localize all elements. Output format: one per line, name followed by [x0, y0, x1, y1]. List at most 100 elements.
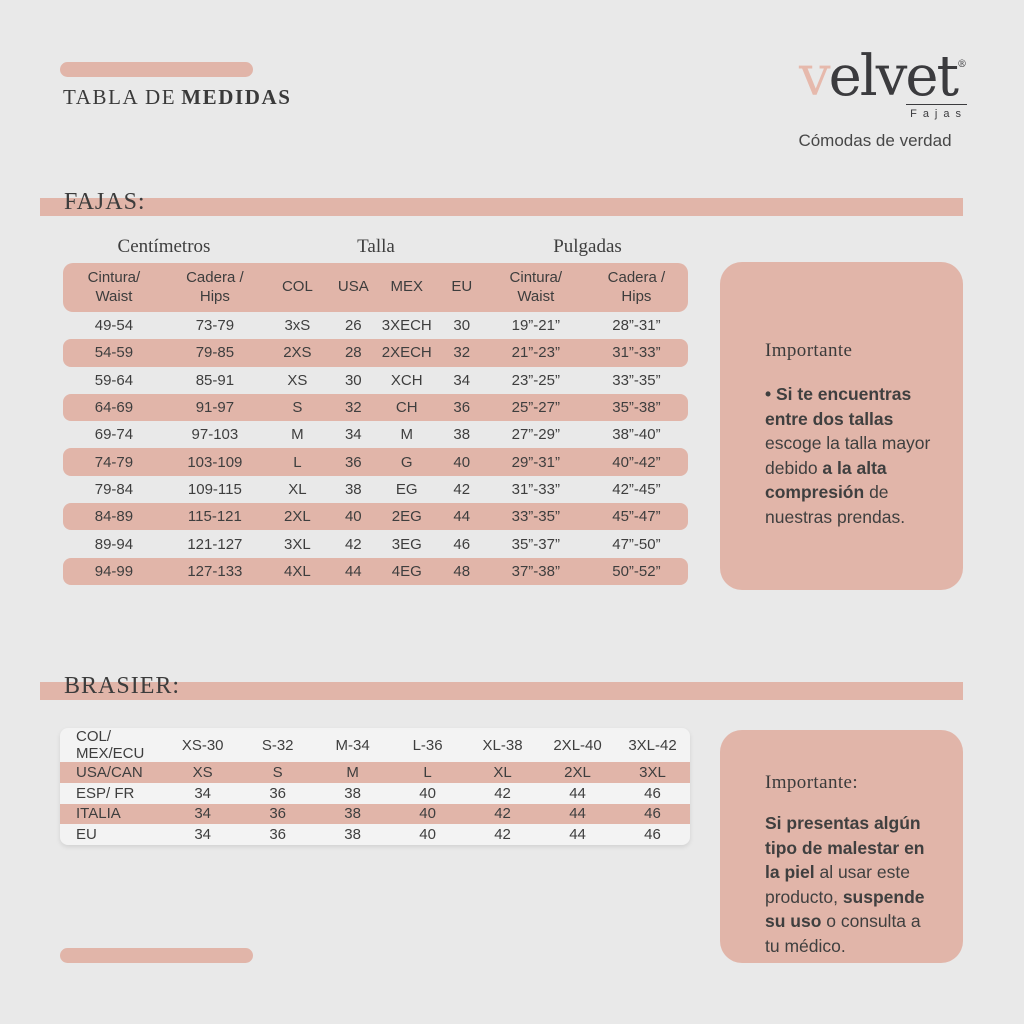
table-cell: 42 — [344, 535, 362, 553]
note-text-segment: suspende su uso — [765, 886, 925, 932]
table-cell: M — [400, 426, 414, 444]
table-cell: 46 — [453, 535, 471, 553]
table-cell: 3EG — [391, 535, 422, 553]
note-text-segment: al usar este producto, — [765, 862, 910, 907]
table-cell: 31”-33” — [612, 344, 661, 362]
table-cell: 103-109 — [187, 453, 243, 471]
table-cell: XS — [287, 371, 308, 389]
table-cell: 36 — [269, 805, 286, 823]
table-cell: 33”-35” — [612, 371, 661, 389]
fajas-header-cell: COL — [281, 278, 313, 296]
fajas-section-label: FAJAS: — [64, 189, 146, 215]
table-cell: 34 — [453, 371, 471, 389]
fajas-table-row: 59-64 85-91 XS 30 XCH 34 23”-25” 33”-35” — [63, 367, 688, 394]
table-cell: 49-54 — [94, 317, 134, 335]
note-text-segment: Si presentas algún tipo de malestar en l… — [765, 813, 925, 882]
table-cell: 23”-25” — [511, 371, 560, 389]
table-cell: 34 — [344, 426, 362, 444]
table-cell: 46 — [644, 805, 661, 823]
table-cell: 3XL — [639, 763, 666, 781]
fajas-table-row: 49-54 73-79 3xS 26 3XECH 30 19”-21” 28”-31” — [63, 312, 688, 339]
table-cell: 31”-33” — [511, 480, 560, 498]
table-cell: 59-64 — [94, 371, 134, 389]
table-cell: 2XECH — [381, 344, 432, 362]
table-cell: 38 — [344, 784, 361, 802]
table-cell: 21”-23” — [511, 344, 560, 362]
table-cell: 44 — [569, 784, 586, 802]
table-cell: 91-97 — [195, 399, 235, 417]
group-header-centimetros: Centímetros — [117, 236, 211, 257]
table-cell: L-36 — [412, 736, 443, 754]
brand-logo: velvet® Fajas Cómodas de verdad — [783, 49, 967, 151]
table-cell: 40 — [344, 508, 362, 526]
table-cell: 30 — [344, 371, 362, 389]
brasier-table-row: ITALIA 34 36 38 40 42 44 46 — [60, 803, 690, 825]
fajas-header-cell: MEX — [390, 278, 423, 296]
table-cell: EU — [76, 826, 97, 844]
table-cell: 36 — [453, 399, 471, 417]
brasier-section-bar — [40, 682, 963, 700]
registered-trademark-icon: ® — [957, 59, 967, 70]
table-cell: XL-38 — [482, 736, 523, 754]
fajas-table-row: 79-84 109-115 XL 38 EG 42 31”-33” 42”-45” — [63, 476, 688, 503]
brasier-table-row: COL/ MEX/ECU XS-30 S-32 M-34 L-36 XL-38 2XL-40… — [60, 728, 690, 762]
table-cell: 48 — [453, 562, 471, 580]
table-cell: S — [292, 399, 303, 417]
table-cell: 2XS — [283, 344, 312, 362]
table-cell: XL — [288, 480, 307, 498]
brasier-table-row: ESP/ FR 34 36 38 40 42 44 46 — [60, 783, 690, 804]
table-cell: 30 — [453, 317, 471, 335]
table-cell: 34 — [194, 826, 212, 844]
table-cell: 45”-47” — [612, 508, 661, 526]
table-cell: 26 — [344, 317, 362, 335]
table-cell: 127-133 — [187, 562, 243, 580]
table-cell: L — [293, 453, 302, 471]
table-cell: 40”-42” — [612, 453, 661, 471]
table-cell: 38 — [344, 805, 361, 823]
table-cell: 32 — [344, 399, 362, 417]
table-cell: 4EG — [391, 562, 422, 580]
brasier-importante-box: Importante: Si presentas algún tipo de m… — [720, 730, 963, 963]
table-cell: 42 — [494, 826, 511, 844]
table-cell: CH — [395, 399, 418, 417]
table-cell: 38 — [344, 826, 361, 844]
table-cell: 3XECH — [381, 317, 432, 335]
table-cell: 84-89 — [94, 508, 134, 526]
table-cell: 42”-45” — [612, 480, 661, 498]
fajas-table-row: 94-99 127-133 4XL 44 4EG 48 37”-38” 50”-52” — [63, 557, 688, 585]
table-cell: 25”-27” — [511, 399, 560, 417]
table-cell: 97-103 — [191, 426, 239, 444]
table-cell: 115-121 — [187, 508, 242, 526]
table-cell: 74-79 — [94, 453, 134, 471]
table-cell: 40 — [419, 826, 436, 844]
group-header-talla: Talla — [357, 236, 395, 257]
table-cell: 35”-38” — [612, 399, 661, 417]
table-cell: ESP/ FR — [76, 784, 135, 802]
brand-wordmark: velvet® — [783, 49, 967, 105]
group-header-pulgadas: Pulgadas — [553, 236, 622, 257]
decorative-bar-top — [60, 62, 253, 77]
table-cell: 27”-29” — [511, 426, 560, 444]
fajas-header-cell: Cadera / Hips — [607, 268, 666, 305]
table-cell: 79-84 — [94, 480, 134, 498]
table-cell: 50”-52” — [612, 562, 661, 580]
fajas-note-heading: Importante — [765, 340, 853, 361]
fajas-header-cell: Cadera / Hips — [186, 268, 244, 305]
table-cell: 40 — [453, 453, 471, 471]
table-cell: 42 — [494, 805, 511, 823]
decorative-bar-bottom — [60, 948, 253, 963]
fajas-header-cell: Cintura/ Waist — [509, 268, 563, 305]
table-cell: 85-91 — [195, 371, 235, 389]
brasier-table-row: EU 34 36 38 40 42 44 46 — [60, 824, 690, 845]
table-cell: 46 — [644, 826, 661, 844]
table-cell: 19”-21” — [511, 317, 560, 335]
table-cell: XCH — [390, 371, 423, 389]
page-title-regular: TABLA DE — [63, 85, 177, 109]
table-cell: 109-115 — [187, 480, 242, 498]
fajas-table-row: 54-59 79-85 2XS 28 2XECH 32 21”-23” 31”-33” — [63, 339, 688, 367]
fajas-table-header-row: Cintura/ Waist Cadera / Hips COL USA MEX EU Ci… — [63, 263, 688, 312]
table-cell: 37”-38” — [511, 562, 560, 580]
table-cell: 44 — [453, 508, 471, 526]
table-cell: S-32 — [261, 736, 294, 754]
table-cell: 73-79 — [195, 317, 235, 335]
